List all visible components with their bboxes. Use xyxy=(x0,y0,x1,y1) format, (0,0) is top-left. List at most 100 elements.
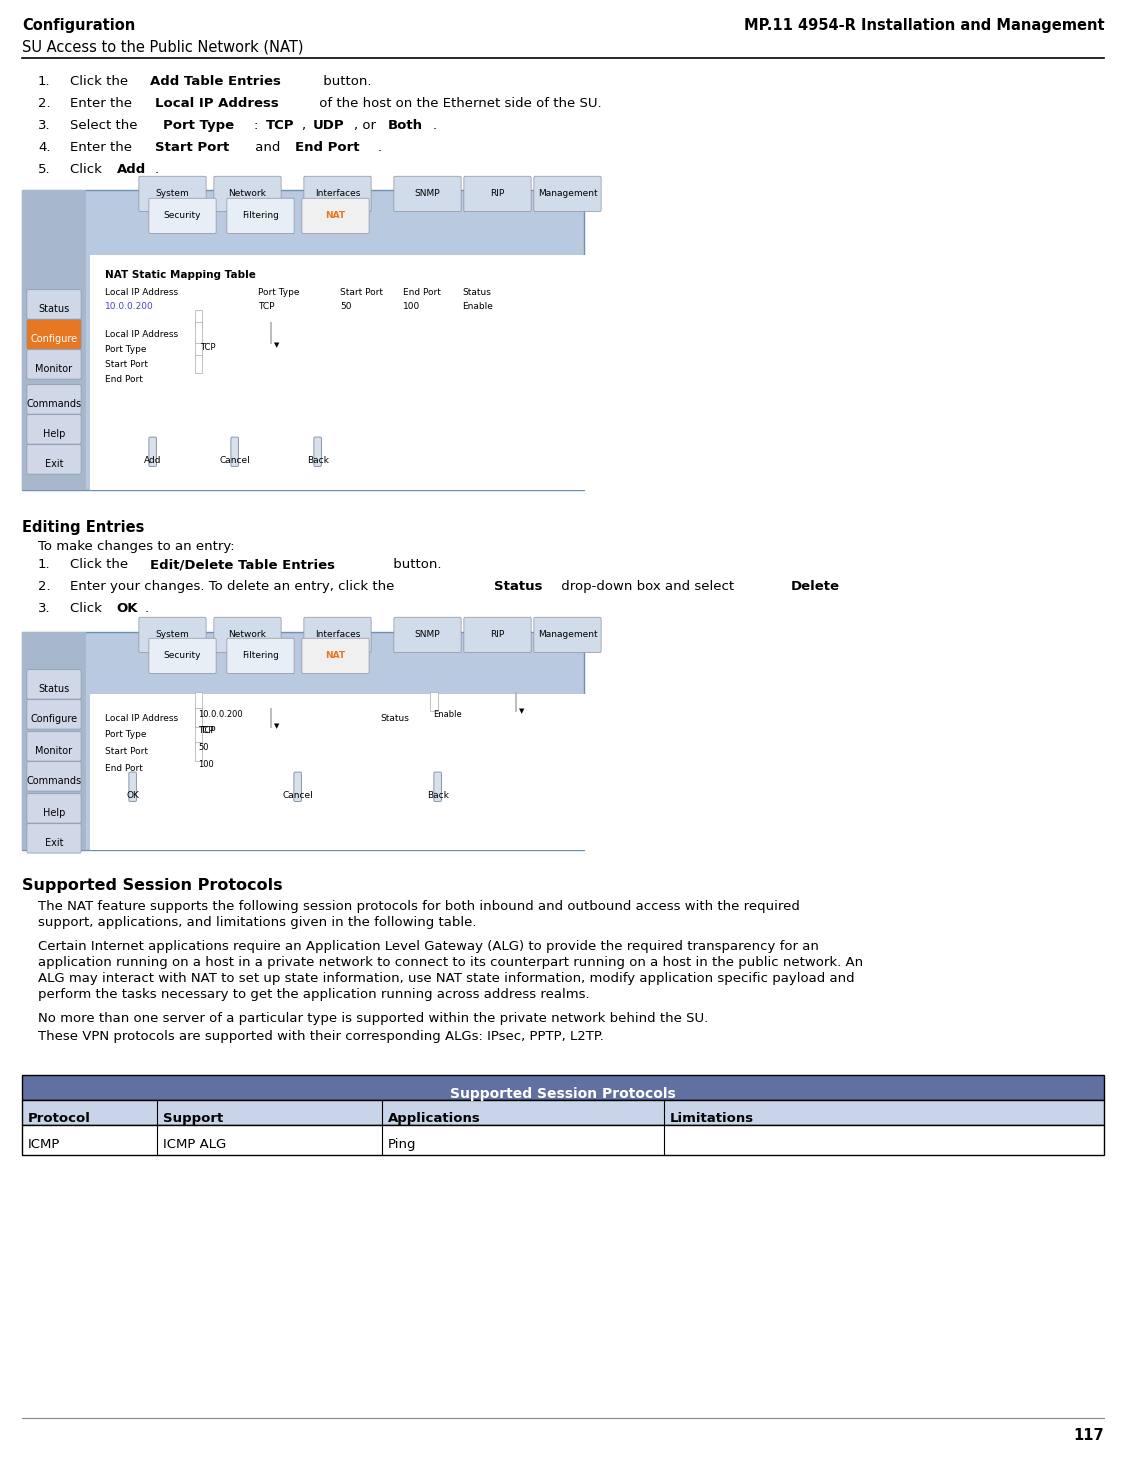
Text: OK: OK xyxy=(126,791,140,800)
Text: application running on a host in a private network to connect to its counterpart: application running on a host in a priva… xyxy=(38,956,864,969)
Text: Add Table Entries: Add Table Entries xyxy=(151,75,282,88)
Text: TCP: TCP xyxy=(198,725,214,734)
Text: perform the tasks necessary to get the application running across address realms: perform the tasks necessary to get the a… xyxy=(38,988,590,1001)
Text: System: System xyxy=(155,630,189,640)
Text: Local IP Address: Local IP Address xyxy=(105,713,178,724)
Text: 3.: 3. xyxy=(38,119,51,132)
Text: Commands: Commands xyxy=(26,777,81,787)
Text: Filtering: Filtering xyxy=(242,652,279,661)
Text: 2.: 2. xyxy=(38,97,51,110)
Text: 2.: 2. xyxy=(38,580,51,593)
FancyBboxPatch shape xyxy=(394,176,462,211)
Text: 50: 50 xyxy=(198,743,208,752)
Text: No more than one server of a particular type is supported within the private net: No more than one server of a particular … xyxy=(38,1011,708,1025)
Text: Interfaces: Interfaces xyxy=(315,189,360,198)
Text: Click the: Click the xyxy=(70,558,133,571)
Text: and: and xyxy=(251,141,285,154)
Text: To make changes to an entry:: To make changes to an entry: xyxy=(38,540,234,553)
Text: Interfaces: Interfaces xyxy=(315,630,360,640)
Text: 4.: 4. xyxy=(38,141,51,154)
FancyBboxPatch shape xyxy=(534,176,601,211)
Text: End Port: End Port xyxy=(105,374,143,385)
Text: Status: Status xyxy=(38,304,70,314)
Text: Help: Help xyxy=(43,809,65,818)
Text: Select the: Select the xyxy=(70,119,142,132)
Text: .: . xyxy=(432,119,437,132)
FancyBboxPatch shape xyxy=(90,694,590,850)
FancyBboxPatch shape xyxy=(23,633,584,850)
Text: NAT Static Mapping Table: NAT Static Mapping Table xyxy=(105,270,256,280)
Text: Edit/Delete Table Entries: Edit/Delete Table Entries xyxy=(151,558,336,571)
Text: SNMP: SNMP xyxy=(414,630,440,640)
FancyBboxPatch shape xyxy=(27,320,81,349)
Text: Management: Management xyxy=(538,189,597,198)
FancyBboxPatch shape xyxy=(195,725,202,744)
Text: Both: Both xyxy=(387,119,422,132)
Text: 50: 50 xyxy=(340,302,351,311)
FancyBboxPatch shape xyxy=(270,708,271,727)
Text: Start Port: Start Port xyxy=(155,141,230,154)
FancyBboxPatch shape xyxy=(27,824,81,853)
FancyBboxPatch shape xyxy=(23,189,86,490)
Text: Configure: Configure xyxy=(30,715,78,724)
Text: Support: Support xyxy=(163,1111,223,1124)
FancyBboxPatch shape xyxy=(195,355,202,373)
Text: Local IP Address: Local IP Address xyxy=(105,330,178,339)
Text: 1.: 1. xyxy=(38,558,51,571)
FancyBboxPatch shape xyxy=(128,772,136,802)
FancyBboxPatch shape xyxy=(195,708,202,727)
FancyBboxPatch shape xyxy=(464,176,531,211)
Text: 117: 117 xyxy=(1073,1428,1103,1443)
FancyBboxPatch shape xyxy=(195,741,202,760)
FancyBboxPatch shape xyxy=(534,617,601,652)
FancyBboxPatch shape xyxy=(195,708,202,727)
Text: :: : xyxy=(254,119,263,132)
Text: Security: Security xyxy=(163,652,202,661)
Text: ▼: ▼ xyxy=(275,722,279,728)
Text: SU Access to the Public Network (NAT): SU Access to the Public Network (NAT) xyxy=(23,40,304,54)
FancyBboxPatch shape xyxy=(430,691,438,711)
FancyBboxPatch shape xyxy=(214,176,282,211)
Text: Limitations: Limitations xyxy=(670,1111,753,1124)
Text: NAT: NAT xyxy=(325,211,346,220)
Text: Click the: Click the xyxy=(70,75,133,88)
Text: Security: Security xyxy=(163,211,202,220)
Text: Cancel: Cancel xyxy=(283,791,313,800)
Text: Enter your changes. To delete an entry, click the: Enter your changes. To delete an entry, … xyxy=(70,580,399,593)
Text: 10.0.0.200: 10.0.0.200 xyxy=(105,302,154,311)
Text: Network: Network xyxy=(229,630,267,640)
FancyBboxPatch shape xyxy=(294,772,302,802)
Text: Local IP Address: Local IP Address xyxy=(105,288,178,297)
FancyBboxPatch shape xyxy=(195,310,202,327)
FancyBboxPatch shape xyxy=(27,289,81,319)
Text: Enter the: Enter the xyxy=(70,141,136,154)
FancyBboxPatch shape xyxy=(27,731,81,760)
Text: Click: Click xyxy=(70,602,106,615)
Text: TCP: TCP xyxy=(200,725,215,734)
Text: drop-down box and select: drop-down box and select xyxy=(556,580,738,593)
Text: , or: , or xyxy=(354,119,381,132)
Text: 10.0.0.200: 10.0.0.200 xyxy=(198,709,242,719)
Text: Monitor: Monitor xyxy=(35,746,72,756)
Text: Back: Back xyxy=(427,791,448,800)
FancyBboxPatch shape xyxy=(23,1124,1103,1155)
FancyBboxPatch shape xyxy=(195,341,202,358)
Text: Exit: Exit xyxy=(45,838,63,849)
Text: button.: button. xyxy=(390,558,441,571)
Text: Network: Network xyxy=(229,189,267,198)
Text: Applications: Applications xyxy=(388,1111,481,1124)
FancyBboxPatch shape xyxy=(226,639,294,674)
FancyBboxPatch shape xyxy=(302,198,369,233)
Text: Monitor: Monitor xyxy=(35,364,72,374)
FancyBboxPatch shape xyxy=(27,762,81,791)
FancyBboxPatch shape xyxy=(27,385,81,414)
Text: .: . xyxy=(378,141,382,154)
Text: TCP: TCP xyxy=(266,119,294,132)
Text: Supported Session Protocols: Supported Session Protocols xyxy=(23,878,283,893)
Text: Cancel: Cancel xyxy=(220,457,250,465)
FancyBboxPatch shape xyxy=(90,255,590,490)
FancyBboxPatch shape xyxy=(23,1075,1103,1100)
Text: ▼: ▼ xyxy=(519,708,525,713)
Text: Port Type: Port Type xyxy=(162,119,234,132)
Text: Port Type: Port Type xyxy=(258,288,300,297)
